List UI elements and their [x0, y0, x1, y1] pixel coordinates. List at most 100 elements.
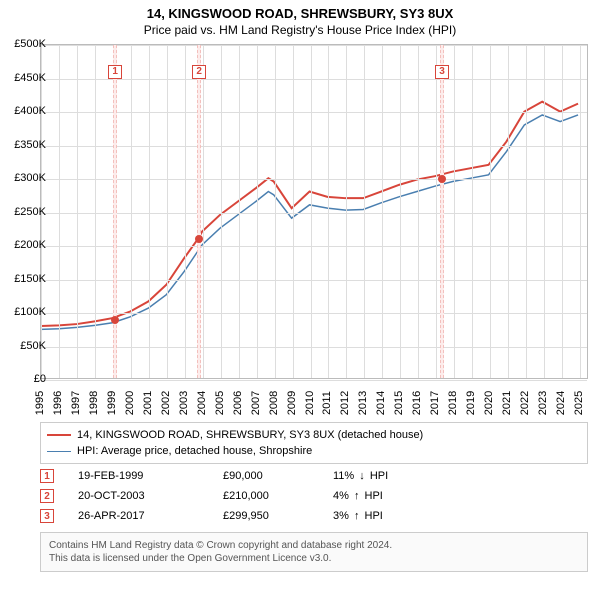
gridline-h [41, 45, 587, 46]
x-axis-label: 2005 [214, 391, 226, 415]
gridline-v [526, 45, 527, 378]
x-axis-label: 2012 [339, 391, 351, 415]
x-axis-label: 2022 [519, 391, 531, 415]
x-axis-label: 2010 [304, 391, 316, 415]
event-date: 19-FEB-1999 [78, 470, 223, 482]
y-axis-label: £450K [6, 72, 46, 84]
gridline-v [418, 45, 419, 378]
event-row: 1 19-FEB-1999£90,00011% ↓ HPI [40, 466, 588, 486]
gridline-h [41, 246, 587, 247]
event-band [197, 45, 201, 378]
gridline-v [293, 45, 294, 378]
gridline-v [346, 45, 347, 378]
event-date: 20-OCT-2003 [78, 490, 223, 502]
x-axis-label: 2004 [196, 391, 208, 415]
gridline-h [41, 347, 587, 348]
event-hpi-delta: 3% ↑ HPI [333, 510, 453, 522]
gridline-v [454, 45, 455, 378]
gridline-v [95, 45, 96, 378]
event-price: £210,000 [223, 490, 333, 502]
gridline-h [41, 380, 587, 381]
footnote-line1: Contains HM Land Registry data © Crown c… [49, 539, 579, 552]
plot-marker-box: 1 [108, 65, 122, 79]
event-marker-box: 2 [40, 489, 54, 503]
event-row: 326-APR-2017£299,9503% ↑ HPI [40, 506, 588, 526]
y-axis-label: £50K [6, 340, 46, 352]
x-axis-label: 2007 [250, 391, 262, 415]
y-axis-label: £100K [6, 306, 46, 318]
x-axis-label: 2013 [357, 391, 369, 415]
gridline-v [544, 45, 545, 378]
x-axis-label: 2000 [124, 391, 136, 415]
x-axis-label: 2008 [268, 391, 280, 415]
y-axis-label: £300K [6, 172, 46, 184]
chart-header: 14, KINGSWOOD ROAD, SHREWSBURY, SY3 8UX … [0, 0, 600, 39]
event-hpi-delta: 11% ↓ HPI [333, 470, 453, 482]
x-axis-label: 2002 [160, 391, 172, 415]
x-axis-label: 2020 [483, 391, 495, 415]
gridline-v [580, 45, 581, 378]
gridline-v [257, 45, 258, 378]
gridline-v [239, 45, 240, 378]
event-table: 1 19-FEB-1999£90,00011% ↓ HPI 2 20-OCT-2003… [40, 466, 588, 526]
chart-plot-area: 1 2 3 [40, 44, 588, 379]
x-axis-label: 2011 [321, 391, 333, 415]
plot-marker-dot [438, 175, 446, 183]
event-price: £90,000 [223, 470, 333, 482]
plot-marker-box: 3 [435, 65, 449, 79]
x-axis-label: 2016 [411, 391, 423, 415]
x-axis-label: 2001 [142, 391, 154, 415]
gridline-h [41, 79, 587, 80]
gridline-h [41, 280, 587, 281]
event-price: £299,950 [223, 510, 333, 522]
y-axis-label: £150K [6, 273, 46, 285]
footnote: Contains HM Land Registry data © Crown c… [40, 532, 588, 572]
event-hpi-delta: 4% ↑ HPI [333, 490, 453, 502]
gridline-v [131, 45, 132, 378]
x-axis-label: 2024 [555, 391, 567, 415]
x-axis-label: 1999 [106, 391, 118, 415]
legend-label-1: 14, KINGSWOOD ROAD, SHREWSBURY, SY3 8UX … [77, 429, 423, 441]
plot-marker-dot [195, 235, 203, 243]
gridline-v [167, 45, 168, 378]
y-axis-label: £500K [6, 38, 46, 50]
x-axis-label: 2023 [537, 391, 549, 415]
event-row: 2 20-OCT-2003£210,0004% ↑ HPI [40, 486, 588, 506]
gridline-v [77, 45, 78, 378]
legend-row-series1: 14, KINGSWOOD ROAD, SHREWSBURY, SY3 8UX … [47, 427, 581, 443]
x-axis-label: 2019 [465, 391, 477, 415]
gridline-v [382, 45, 383, 378]
y-axis-label: £250K [6, 206, 46, 218]
y-axis-label: £350K [6, 139, 46, 151]
gridline-v [275, 45, 276, 378]
y-axis-label: £200K [6, 239, 46, 251]
chart-title: 14, KINGSWOOD ROAD, SHREWSBURY, SY3 8UX [0, 6, 600, 21]
x-axis-label: 2014 [375, 391, 387, 415]
legend-swatch-2 [47, 451, 71, 452]
x-axis-label: 2017 [429, 391, 441, 415]
event-marker-box: 3 [40, 509, 54, 523]
footnote-line2: This data is licensed under the Open Gov… [49, 552, 579, 565]
x-axis-label: 2003 [178, 391, 190, 415]
gridline-v [328, 45, 329, 378]
x-axis-label: 1995 [34, 391, 46, 415]
x-axis-label: 2006 [232, 391, 244, 415]
event-band [440, 45, 444, 378]
event-marker-box: 1 [40, 469, 54, 483]
plot-marker-dot [111, 316, 119, 324]
x-axis-label: 1997 [70, 391, 82, 415]
gridline-v [149, 45, 150, 378]
gridline-h [41, 213, 587, 214]
plot-marker-box: 2 [192, 65, 206, 79]
legend-swatch-1 [47, 434, 71, 436]
x-axis-label: 2018 [447, 391, 459, 415]
gridline-v [59, 45, 60, 378]
gridline-v [185, 45, 186, 378]
x-axis-label: 2021 [501, 391, 513, 415]
gridline-v [364, 45, 365, 378]
chart-lines [41, 45, 587, 378]
y-axis-label: £400K [6, 105, 46, 117]
gridline-v [490, 45, 491, 378]
gridline-h [41, 179, 587, 180]
gridline-v [311, 45, 312, 378]
